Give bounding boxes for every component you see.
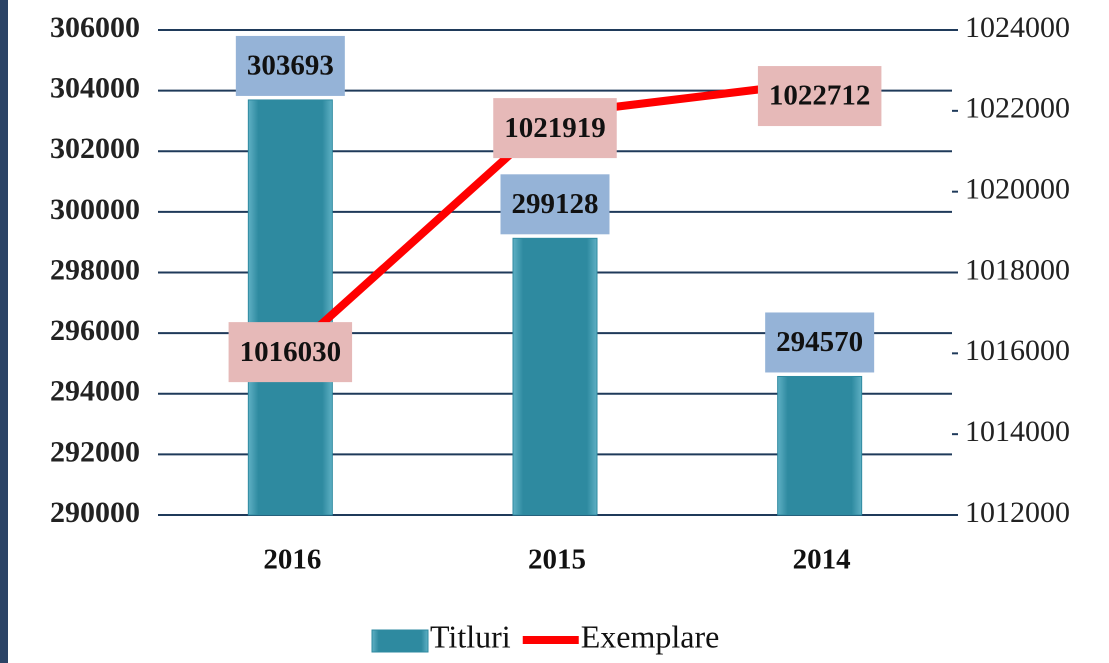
y2-tick-label: 1022000	[965, 92, 1070, 125]
data-label-box	[228, 322, 353, 383]
data-label-group: 1021919	[493, 98, 617, 159]
legend-label: Exemplare	[581, 618, 720, 654]
y-tick-label: 294000	[50, 375, 140, 408]
y2-tick-label: 1018000	[965, 253, 1070, 286]
data-label-box	[500, 174, 610, 235]
data-label: 1021919	[504, 112, 606, 144]
data-label: 1016030	[240, 336, 342, 368]
x-tick-label: 2015	[528, 544, 586, 576]
y-tick-label: 290000	[50, 496, 140, 529]
data-label-group: 299128	[500, 174, 610, 235]
data-label-group: 1016030	[228, 322, 353, 383]
data-label-box	[765, 312, 875, 373]
y-tick-label: 298000	[50, 253, 140, 286]
data-label-box	[493, 98, 617, 159]
y2-tick-label: 1012000	[965, 496, 1070, 529]
y-tick-label: 302000	[50, 132, 140, 165]
legend-swatch	[371, 629, 429, 653]
x-tick-label: 2016	[263, 544, 321, 576]
bar	[247, 99, 333, 516]
y-tick-label: 292000	[50, 435, 140, 468]
data-label-box	[235, 35, 345, 96]
legend-label: Titluri	[430, 618, 511, 654]
data-label: 294570	[776, 326, 863, 358]
y-tick-label: 296000	[50, 314, 140, 347]
y-tick-label: 306000	[50, 11, 140, 44]
x-tick-label: 2014	[793, 544, 851, 576]
y2-tick-label: 1024000	[965, 11, 1070, 44]
bar	[512, 237, 598, 516]
y-tick-label: 300000	[50, 193, 140, 226]
y2-tick-label: 1016000	[965, 334, 1070, 367]
y-tick-label: 304000	[50, 72, 140, 105]
y2-tick-label: 1020000	[965, 173, 1070, 206]
data-label-group: 294570	[765, 312, 875, 373]
data-label-group: 303693	[235, 35, 345, 96]
data-label: 299128	[512, 188, 599, 220]
data-label-box	[757, 66, 882, 127]
bar	[777, 375, 863, 516]
y2-tick-label: 1014000	[965, 415, 1070, 448]
data-label: 303693	[247, 50, 334, 82]
left-border	[0, 0, 8, 663]
data-label: 1022712	[769, 80, 871, 112]
data-label-group: 1022712	[757, 66, 882, 127]
